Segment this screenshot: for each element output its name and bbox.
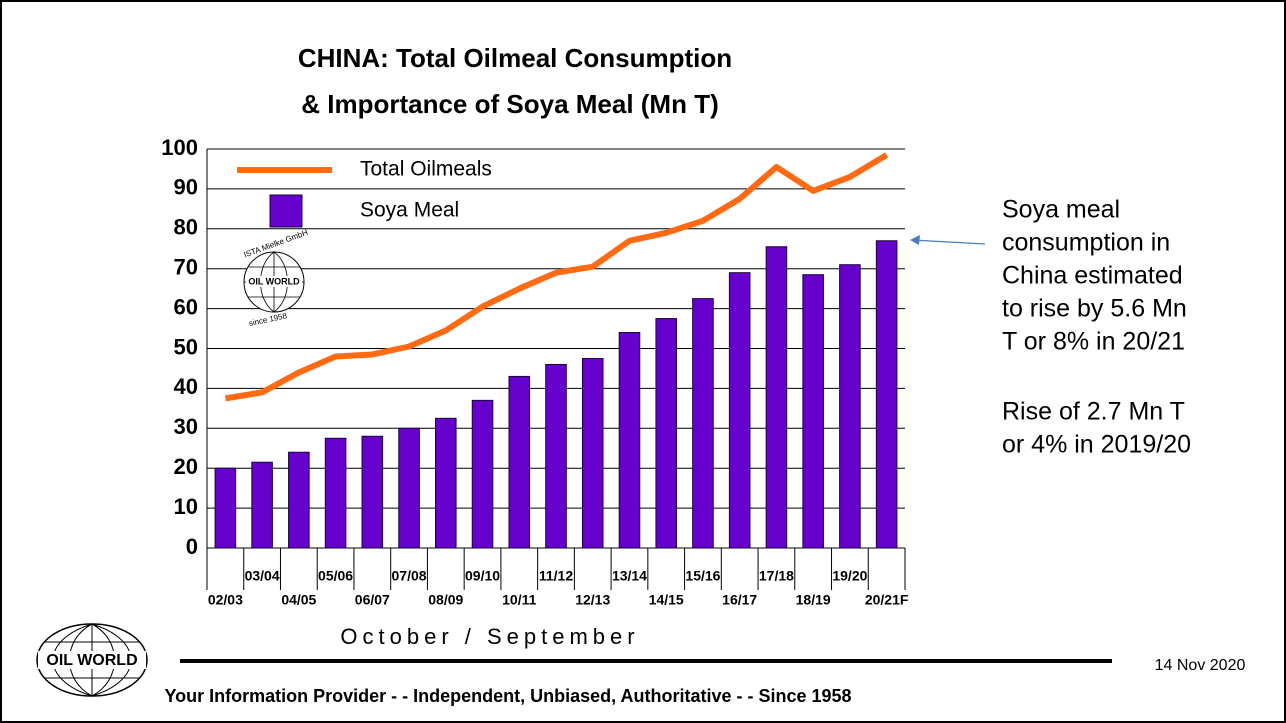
annotation-arrow: [911, 239, 986, 245]
x-tick-label: 10/11: [502, 592, 536, 608]
bar: [875, 240, 898, 549]
bar: [288, 451, 310, 549]
x-tick-label: 15/16: [685, 568, 720, 584]
x-tick-label: 04/05: [281, 592, 316, 608]
bar: [214, 467, 237, 549]
bar: [655, 318, 677, 549]
x-tick-label: 20/21F: [865, 592, 909, 608]
y-tick-label: 10: [174, 494, 198, 519]
annotation: consumption in: [1002, 229, 1170, 257]
y-tick-label: 60: [174, 294, 198, 319]
bar: [692, 298, 714, 549]
footer-tagline: Your Information Provider - - Independen…: [164, 686, 851, 706]
x-tick-label: 05/06: [318, 568, 353, 584]
bar: [545, 363, 567, 549]
x-tick-label: 13/14: [612, 568, 647, 584]
footer-date: 14 Nov 2020: [1155, 657, 1246, 674]
logo-band: [246, 276, 302, 287]
x-tick-label: 09/10: [465, 568, 500, 584]
annotation: Soya meal: [1002, 196, 1120, 224]
bar: [471, 399, 494, 549]
bar: [765, 246, 788, 549]
x-tick-label: 07/08: [392, 568, 427, 584]
y-tick-label: 20: [174, 454, 198, 479]
x-tick-label: 17/18: [759, 568, 794, 584]
line: [224, 152, 889, 402]
bar: [581, 357, 604, 549]
x-axis-label: October / September: [340, 624, 639, 649]
x-tick-label: 14/15: [649, 592, 684, 608]
chart-title: CHINA: Total Oilmeal Consumption: [298, 43, 732, 73]
y-tick-label: 100: [161, 135, 198, 160]
y-tick-label: 90: [174, 175, 198, 200]
bar: [802, 274, 824, 549]
x-tick-label: 08/09: [428, 592, 463, 608]
y-tick-label: 40: [174, 374, 198, 399]
x-tick-label: 02/03: [208, 592, 243, 608]
annotation: T or 8% in 20/21: [1002, 328, 1185, 356]
legend-label: Total Oilmeals: [360, 158, 492, 181]
bar: [435, 417, 457, 549]
chart-title: & Importance of Soya Meal (Mn T): [301, 89, 719, 119]
x-tick-label: 18/19: [796, 592, 831, 608]
x-tick-label: 03/04: [245, 568, 280, 584]
logo-text: OIL WORLD: [46, 652, 137, 669]
y-tick-label: 70: [174, 255, 198, 280]
arrow-head: [910, 235, 920, 245]
bar: [324, 437, 347, 549]
annotation: to rise by 5.6 Mn: [1002, 295, 1187, 323]
legend-label: Soya Meal: [360, 199, 459, 222]
bar: [398, 427, 420, 549]
y-tick-label: 30: [174, 414, 198, 439]
y-tick-label: 80: [174, 215, 198, 240]
bar: [361, 435, 384, 549]
bar: [618, 332, 641, 549]
bar: [839, 264, 861, 549]
x-tick-label: 06/07: [355, 592, 390, 608]
bar: [728, 272, 751, 549]
annotation: China estimated: [1002, 262, 1183, 290]
logo-text: OIL WORLD: [248, 276, 300, 286]
annotation: or 4% in 2019/20: [1002, 431, 1191, 459]
bar: [251, 461, 273, 549]
logo-large: OIL WORLD: [36, 623, 148, 697]
y-tick-label: 0: [186, 534, 198, 559]
y-tick-label: 50: [174, 334, 198, 359]
x-tick-label: 16/17: [722, 592, 757, 608]
x-tick-label: 12/13: [575, 592, 610, 608]
legend-swatch: [269, 194, 303, 228]
x-tick-label: 11/12: [539, 568, 573, 584]
annotation: Rise of 2.7 Mn T: [1002, 398, 1185, 426]
logo-band: [38, 651, 146, 669]
x-tick-label: 19/20: [832, 568, 867, 584]
bar: [508, 375, 531, 549]
